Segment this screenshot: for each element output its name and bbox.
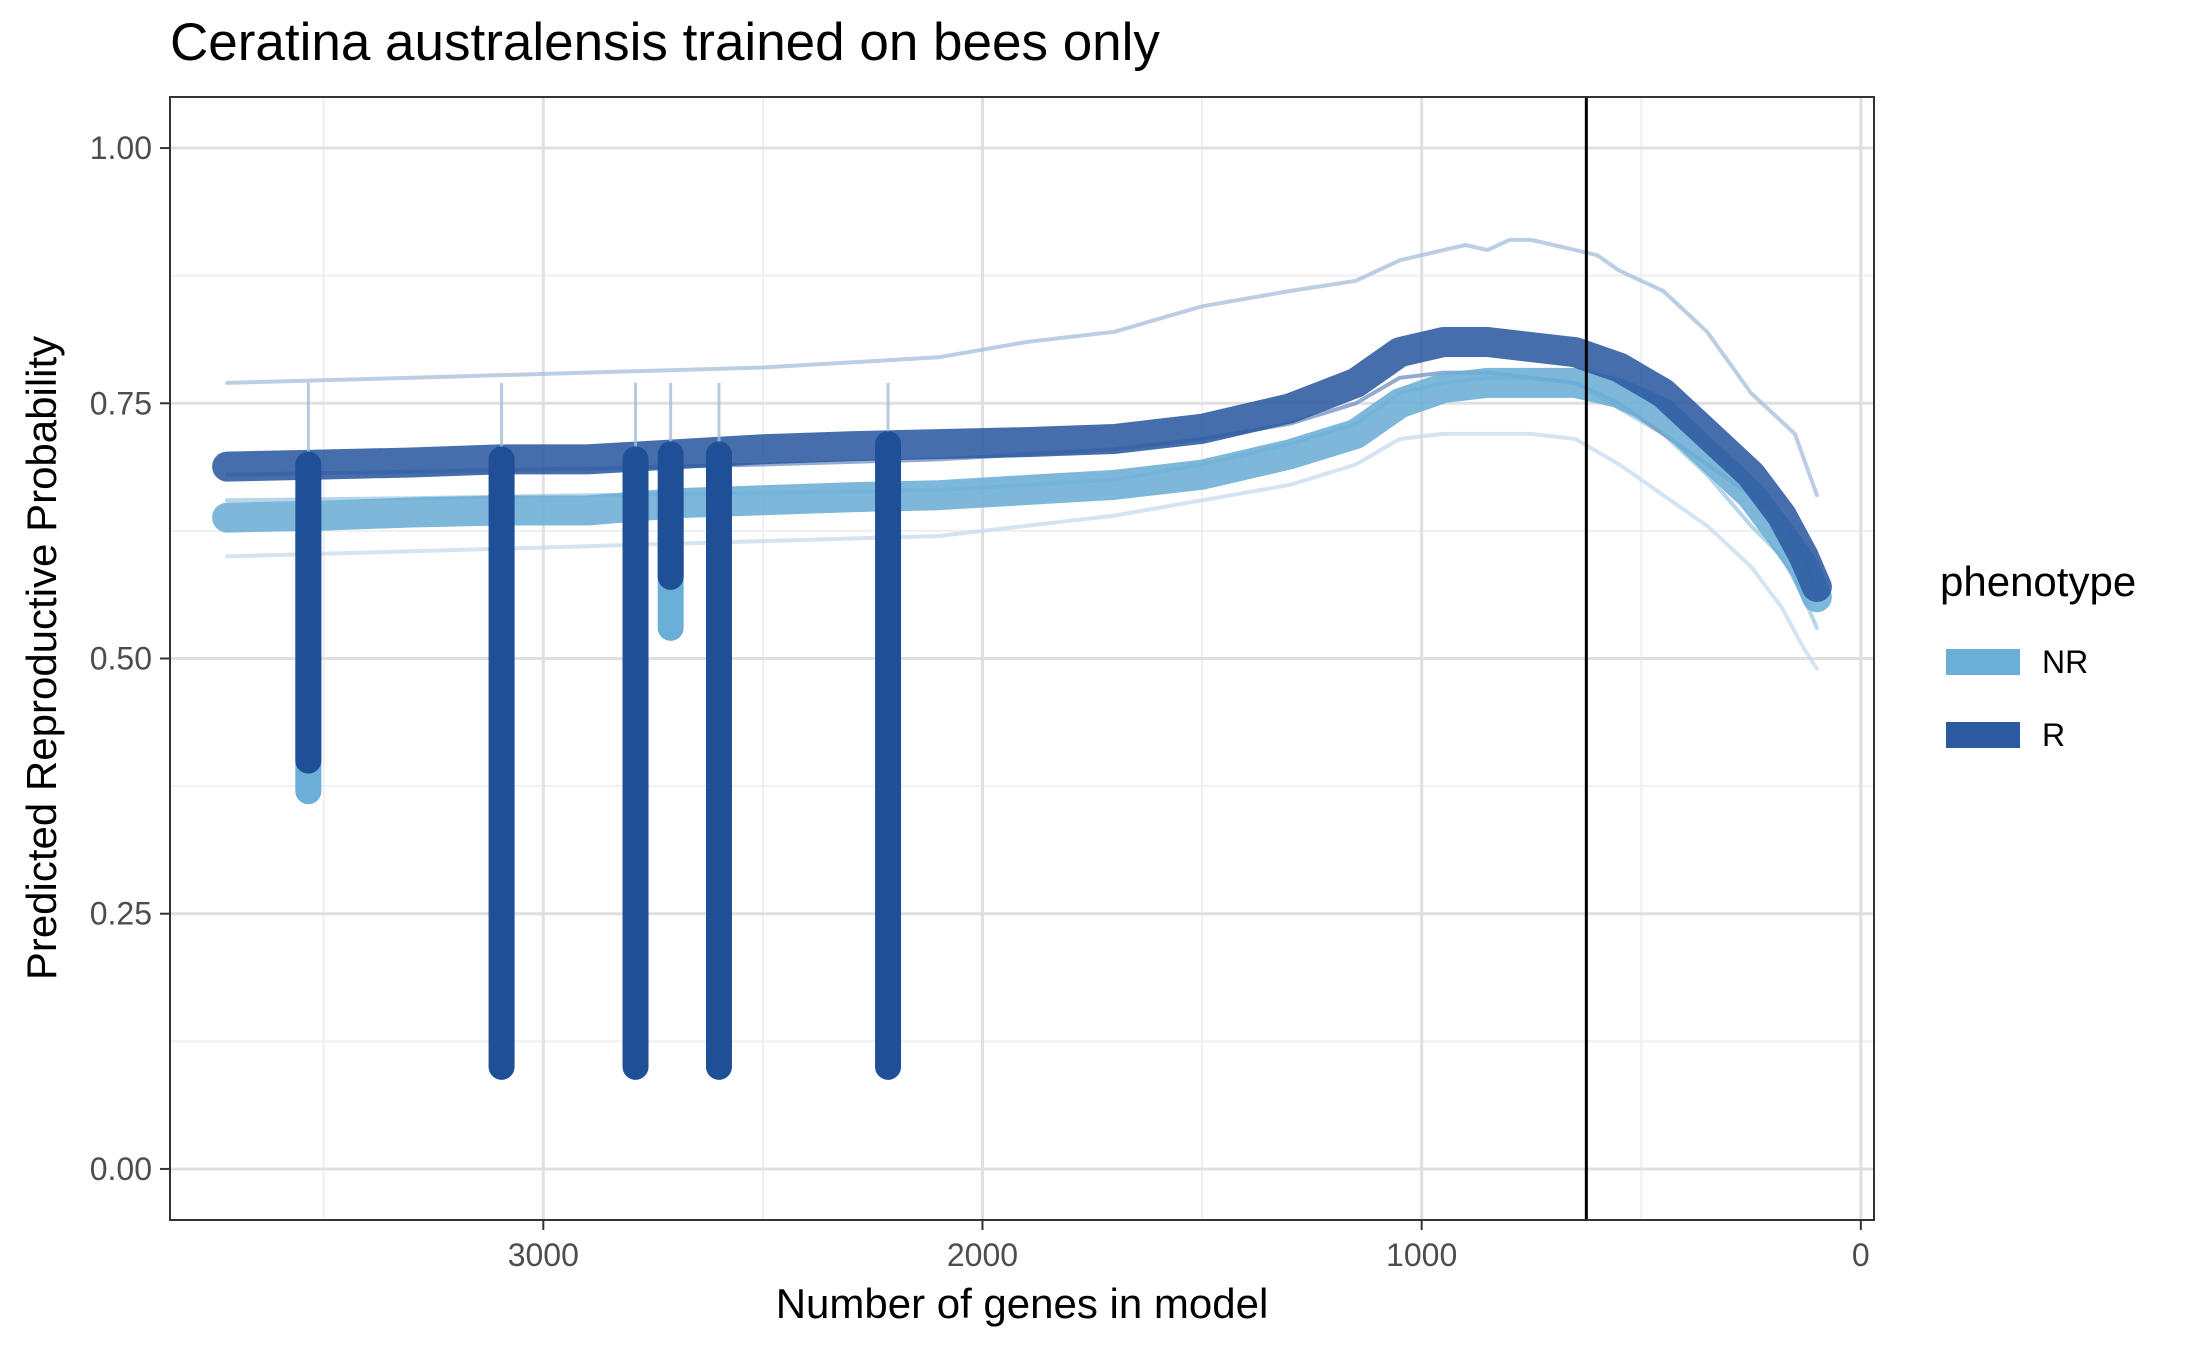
individual-line-0 [225, 237, 1819, 498]
y-axis: 0.00 0.25 0.50 0.75 1.00 [90, 130, 170, 1187]
series-lines [212, 237, 1832, 671]
individual-line-1 [225, 431, 1819, 671]
legend-entries: NR R [1946, 644, 2088, 753]
y-tick-label: 0.25 [90, 896, 152, 932]
x-tick-label: 1000 [1386, 1237, 1457, 1273]
y-axis-title: Predicted Reproductive Probability [18, 336, 65, 980]
grid [170, 97, 1874, 1220]
legend: phenotype NR R [1940, 558, 2136, 753]
drop-marks [295, 382, 902, 1080]
legend-title: phenotype [1940, 558, 2136, 605]
chart-title: Ceratina australensis trained on bees on… [170, 13, 1160, 72]
series-line-nr [212, 367, 1832, 613]
y-tick-label: 1.00 [90, 130, 152, 166]
series-line-r [212, 327, 1832, 602]
y-tick-label: 0.75 [90, 385, 152, 421]
x-axis-title: Number of genes in model [776, 1280, 1269, 1327]
x-axis: 3000 2000 1000 0 [508, 1220, 1870, 1273]
y-tick-label: 0.50 [90, 641, 152, 677]
x-tick-label: 2000 [947, 1237, 1018, 1273]
x-tick-label: 3000 [508, 1237, 579, 1273]
legend-label-r: R [2042, 717, 2065, 753]
legend-label-nr: NR [2042, 644, 2088, 680]
x-tick-label: 0 [1852, 1237, 1870, 1273]
y-tick-label: 0.00 [90, 1151, 152, 1187]
